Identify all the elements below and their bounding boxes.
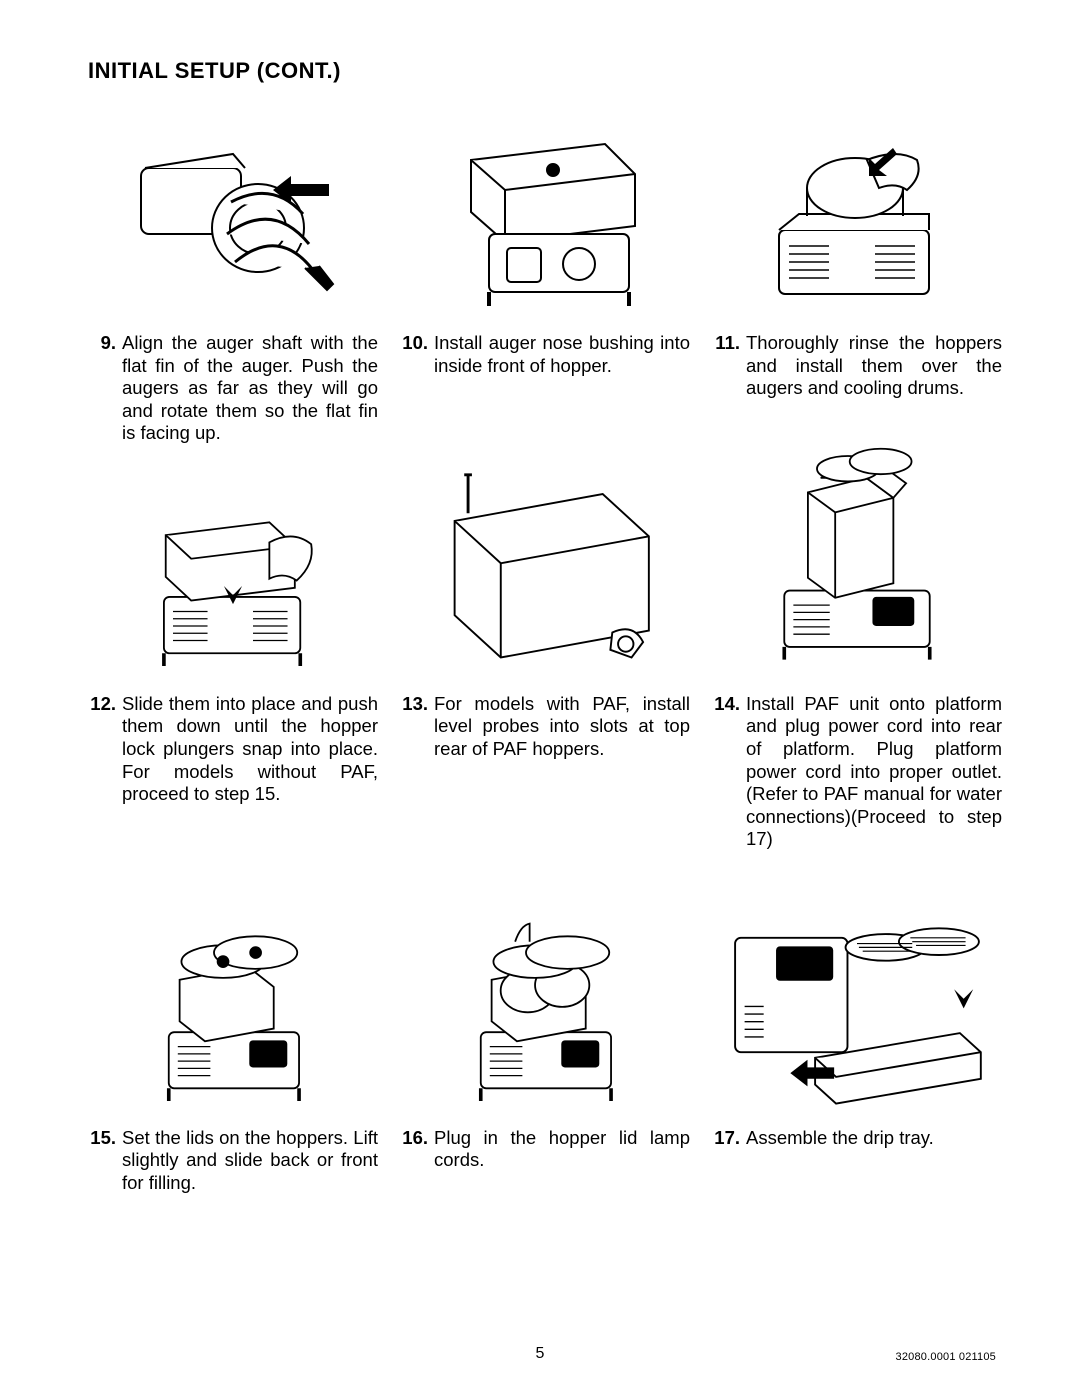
paf-hopper-icon [420,459,670,681]
step-number: 10. [400,332,428,377]
hopper-bushing-icon [435,130,655,320]
step-text: Thoroughly rinse the hoppers and install… [746,332,1002,400]
install-hopper-icon [747,130,967,320]
step-11-caption: 11. Thoroughly rinse the hoppers and ins… [712,332,1002,400]
step-10: 10. Install auger nose bushing into insi… [400,120,690,445]
step-number: 13. [400,693,428,761]
step-16: 16. Plug in the hopper lid lamp cords. [400,905,690,1195]
step-9-figure [88,120,378,320]
step-10-figure [400,120,690,320]
step-number: 9. [88,332,116,445]
steps-grid: 9. Align the auger shaft with the flat f… [88,120,1002,1194]
document-reference: 32080.0001 021105 [896,1351,996,1363]
step-15: 15. Set the lids on the hoppers. Lift sl… [88,905,378,1195]
step-text: Slide them into place and push them down… [122,693,378,806]
step-text: Plug in the hopper lid lamp cords. [434,1127,690,1172]
plug-lamp-cord-icon [450,915,640,1115]
auger-shaft-icon [123,140,343,320]
lock-hopper-icon [133,491,333,681]
step-13: 13. For models with PAF, install level p… [400,455,690,851]
step-12: 12. Slide them into place and push them … [88,455,378,851]
step-14-caption: 14. Install PAF unit onto platform and p… [712,693,1002,851]
step-12-caption: 12. Slide them into place and push them … [88,693,378,806]
step-13-caption: 13. For models with PAF, install level p… [400,693,690,761]
step-16-caption: 16. Plug in the hopper lid lamp cords. [400,1127,690,1172]
set-lids-icon [138,915,328,1115]
step-11-figure [712,120,1002,320]
step-text: Assemble the drip tray. [746,1127,1002,1150]
step-15-caption: 15. Set the lids on the hoppers. Lift sl… [88,1127,378,1195]
step-14: 14. Install PAF unit onto platform and p… [712,455,1002,851]
step-text: Align the auger shaft with the flat fin … [122,332,378,445]
step-number: 12. [88,693,116,806]
step-9-caption: 9. Align the auger shaft with the flat f… [88,332,378,445]
step-number: 15. [88,1127,116,1195]
step-number: 11. [712,332,740,400]
step-17: 17. Assemble the drip tray. [712,905,1002,1195]
page-title: INITIAL SETUP (CONT.) [88,58,1002,84]
step-number: 14. [712,693,740,851]
step-12-figure [88,455,378,681]
step-16-figure [400,905,690,1115]
step-text: Install auger nose bushing into inside f… [434,332,690,377]
drip-tray-icon [722,915,992,1115]
step-10-caption: 10. Install auger nose bushing into insi… [400,332,690,377]
step-text: For models with PAF, install level probe… [434,693,690,761]
paf-platform-icon [757,431,957,681]
step-text: Install PAF unit onto platform and plug … [746,693,1002,851]
step-17-caption: 17. Assemble the drip tray. [712,1127,1002,1150]
step-text: Set the lids on the hoppers. Lift slight… [122,1127,378,1195]
step-number: 17. [712,1127,740,1150]
step-17-figure [712,905,1002,1115]
step-14-figure [712,421,1002,681]
step-number: 16. [400,1127,428,1172]
step-11: 11. Thoroughly rinse the hoppers and ins… [712,120,1002,445]
step-9: 9. Align the auger shaft with the flat f… [88,120,378,445]
step-13-figure [400,455,690,681]
step-15-figure [88,905,378,1115]
